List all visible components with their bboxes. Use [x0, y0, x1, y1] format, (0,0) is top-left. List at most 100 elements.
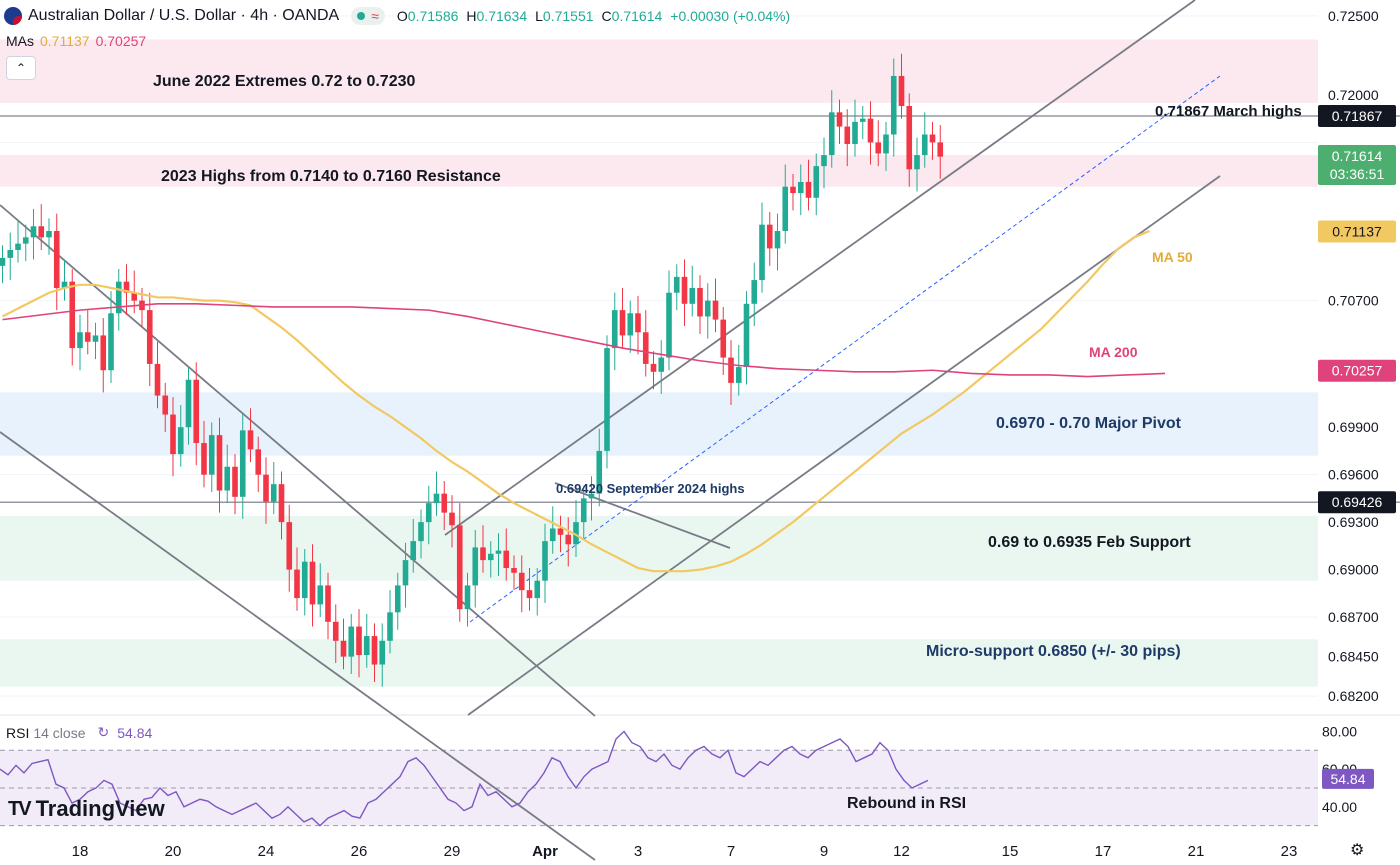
- y-tick-label: 0.70700: [1328, 293, 1379, 309]
- candle-body: [61, 281, 68, 288]
- candle-body: [681, 276, 688, 304]
- last-price-badge: 0.71614: [1332, 148, 1383, 164]
- candle-body: [929, 134, 936, 143]
- candle-body: [456, 525, 463, 610]
- rsi-tick-label: 80.00: [1322, 723, 1357, 739]
- candle-body: [720, 319, 727, 358]
- candle-body: [425, 503, 432, 523]
- candle-body: [805, 181, 812, 198]
- candle-body: [898, 75, 905, 107]
- y-tick-label: 0.69300: [1328, 514, 1379, 530]
- candle-body: [154, 363, 161, 396]
- candle-body: [883, 134, 889, 154]
- ma50-badge: 0.71137: [1332, 223, 1382, 239]
- symbol-title[interactable]: Australian Dollar / U.S. Dollar · 4h · O…: [28, 7, 340, 24]
- gear-icon[interactable]: ⚙: [1350, 842, 1365, 859]
- candle-body: [177, 427, 184, 455]
- candle-body: [309, 561, 316, 605]
- candle-body: [100, 335, 107, 371]
- candle-body: [286, 522, 293, 570]
- ma200-badge-bg: [1318, 359, 1396, 382]
- candle-body: [875, 142, 882, 154]
- candle-body: [348, 626, 355, 657]
- zone-label: June 2022 Extremes 0.72 to 0.7230: [153, 73, 415, 90]
- rsi-legend[interactable]: RSI 14 close ↻ 54.84: [6, 724, 152, 741]
- candle-body: [658, 357, 665, 372]
- candle-body: [247, 430, 254, 450]
- candle-body: [697, 287, 703, 317]
- candle-body: [263, 474, 269, 502]
- candle-body: [332, 621, 339, 641]
- x-tick-label: 7: [727, 843, 735, 860]
- zone-label: 2023 Highs from 0.7140 to 0.7160 Resista…: [161, 168, 501, 185]
- candle-body: [433, 493, 440, 504]
- rsi-line: [0, 730, 929, 827]
- ma200-badge: 0.70257: [1332, 363, 1383, 379]
- candle-body: [728, 357, 734, 383]
- candle-body: [534, 580, 541, 599]
- low-value: 0.71551: [542, 8, 594, 24]
- tradingview-logo[interactable]: TV TradingView: [8, 796, 165, 822]
- zone-band: [0, 515, 1318, 581]
- candle-body: [387, 612, 393, 641]
- candle-body: [170, 414, 176, 455]
- candle-body: [844, 126, 851, 144]
- candle-body: [503, 550, 510, 569]
- candle-body: [557, 528, 564, 535]
- candle-body: [224, 466, 231, 491]
- candle-body: [185, 379, 192, 428]
- candle-body: [828, 112, 835, 156]
- market-open-dot-icon: [357, 12, 366, 20]
- y-tick-label: 0.68450: [1328, 649, 1379, 665]
- x-tick-label: 17: [1095, 843, 1112, 860]
- candle-body: [573, 522, 579, 545]
- x-tick-label: 18: [72, 843, 89, 860]
- mas-legend[interactable]: MAs 0.71137 0.70257: [6, 33, 146, 49]
- last-price-badge-timer: 03:36:51: [1330, 166, 1385, 182]
- candle-body: [239, 430, 246, 497]
- ma50-annotation: MA 50: [1152, 249, 1193, 265]
- y-tick-label: 0.68700: [1328, 609, 1379, 625]
- market-status-pill[interactable]: ≈: [351, 7, 385, 25]
- candle-body: [743, 303, 750, 368]
- candle-body: [131, 292, 138, 301]
- candle-body: [379, 640, 386, 665]
- candle-body: [914, 155, 920, 170]
- candle-body: [937, 142, 944, 157]
- ma200-annotation: MA 200: [1089, 344, 1138, 360]
- rsi-badge-bg: [1322, 768, 1374, 789]
- x-tick-label: 29: [444, 843, 461, 860]
- wave-icon: ≈: [371, 8, 379, 24]
- candle-body: [123, 281, 130, 293]
- rsi-badge: 54.84: [1330, 771, 1365, 787]
- candle-body: [418, 522, 424, 542]
- candle-body: [92, 335, 99, 342]
- collapse-legend-button[interactable]: ⌃: [6, 56, 36, 80]
- candle-body: [604, 348, 610, 451]
- candle-body: [704, 300, 711, 317]
- candle-body: [0, 257, 6, 266]
- chart-header: Australian Dollar / U.S. Dollar · 4h · O…: [4, 6, 790, 26]
- candle-body: [565, 534, 572, 545]
- candle-body: [441, 493, 448, 513]
- candle-body: [325, 585, 331, 622]
- candle-body: [526, 590, 533, 599]
- candle-body: [317, 585, 324, 605]
- candle-body: [821, 155, 827, 167]
- candle-body: [666, 292, 672, 358]
- candle-body: [22, 237, 29, 244]
- candle-body: [77, 332, 83, 349]
- candle-body: [836, 112, 843, 127]
- candle-body: [449, 512, 455, 526]
- candle-body: [84, 332, 91, 342]
- x-tick-label: Apr: [532, 843, 558, 860]
- candle-body: [294, 569, 300, 599]
- tradingview-logo-text: TradingView: [35, 796, 165, 821]
- september-highs-label: 0.69420 September 2024 highs: [556, 481, 745, 496]
- candle-body: [208, 435, 215, 475]
- candle-body: [472, 547, 479, 586]
- candle-body: [410, 541, 417, 561]
- candle-body: [216, 435, 223, 491]
